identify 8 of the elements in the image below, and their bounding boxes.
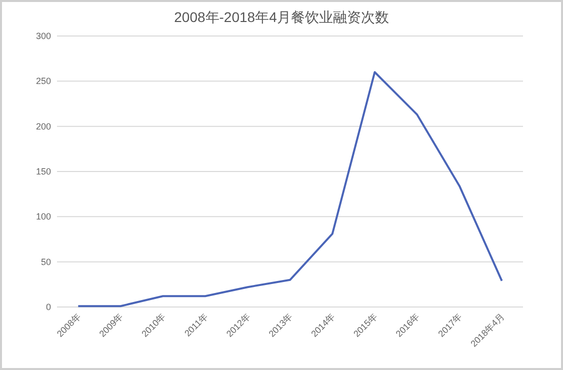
y-tick-label: 150 bbox=[36, 166, 51, 176]
y-tick-label: 100 bbox=[36, 212, 51, 222]
y-tick-label: 200 bbox=[36, 121, 51, 132]
y-tick-label: 250 bbox=[36, 76, 51, 86]
chart-title: 2008年-2018年4月餐饮业融资次数 bbox=[174, 9, 389, 25]
y-tick-label: 50 bbox=[40, 256, 51, 267]
y-tick-label: 300 bbox=[36, 31, 51, 41]
y-tick-label: 0 bbox=[46, 302, 51, 312]
